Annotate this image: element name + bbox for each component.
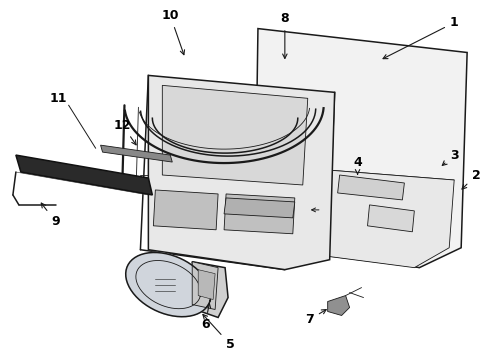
- Text: 4: 4: [353, 156, 362, 174]
- Polygon shape: [224, 194, 295, 234]
- Polygon shape: [262, 165, 454, 268]
- Text: 11: 11: [50, 92, 68, 105]
- Text: 6: 6: [201, 303, 211, 331]
- Text: 1: 1: [383, 16, 459, 59]
- Polygon shape: [338, 175, 404, 200]
- Text: 7: 7: [305, 310, 326, 326]
- Text: 2: 2: [462, 168, 481, 189]
- Polygon shape: [16, 155, 152, 195]
- Text: 5: 5: [203, 315, 234, 351]
- Polygon shape: [100, 145, 172, 162]
- Text: 9: 9: [41, 203, 60, 228]
- Polygon shape: [328, 296, 349, 315]
- Polygon shape: [368, 205, 415, 232]
- Polygon shape: [224, 198, 295, 218]
- Polygon shape: [162, 85, 308, 185]
- Text: 3: 3: [442, 149, 459, 165]
- Polygon shape: [126, 252, 211, 317]
- Polygon shape: [198, 270, 215, 300]
- Polygon shape: [153, 190, 218, 230]
- Polygon shape: [255, 28, 467, 268]
- Text: 8: 8: [281, 12, 289, 58]
- Polygon shape: [192, 262, 218, 310]
- Text: 10: 10: [162, 9, 185, 55]
- Polygon shape: [192, 262, 228, 318]
- Text: 12: 12: [114, 119, 136, 145]
- Polygon shape: [148, 75, 335, 270]
